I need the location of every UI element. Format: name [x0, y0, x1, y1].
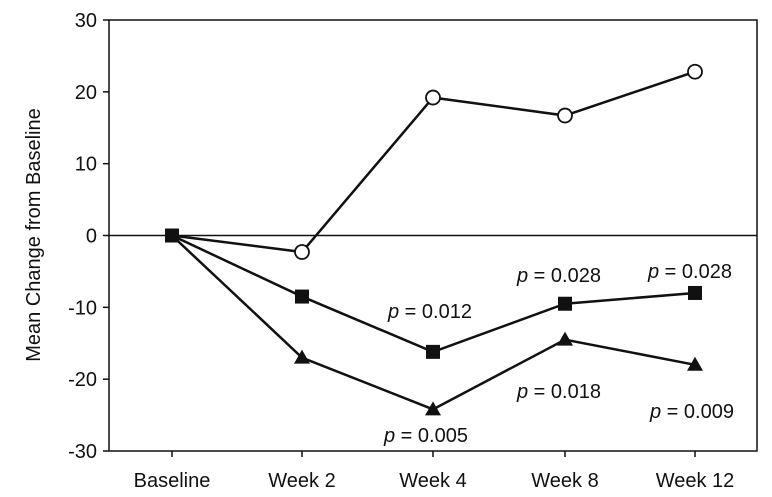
x-tick-label: Week 12 — [656, 470, 735, 492]
markers-square — [165, 228, 702, 359]
markers-triangle — [165, 228, 703, 416]
tick-labels: -30 -20 -10 0 10 20 30 Baseline Week 2 Week 4 Week… — [68, 10, 734, 492]
data-point — [688, 285, 702, 300]
x-tick-label: Week 8 — [531, 470, 598, 492]
y-tick-label: -30 — [68, 441, 97, 463]
axes — [103, 19, 758, 457]
data-point — [295, 289, 309, 304]
y-tick-label: 0 — [86, 226, 97, 248]
p-value-annotation: p = 0.028 — [516, 265, 601, 287]
data-point — [425, 89, 441, 106]
data-point — [558, 296, 572, 311]
p-value-annotation: p = 0.012 — [387, 301, 472, 323]
data-point — [294, 349, 310, 364]
y-tick-label: -10 — [68, 297, 97, 319]
data-point — [426, 344, 440, 359]
p-value-annotation: p = 0.009 — [649, 401, 734, 423]
y-tick-label: 10 — [75, 154, 97, 176]
y-tick-label: 30 — [75, 10, 97, 32]
series-layer — [165, 63, 703, 416]
x-tick-label: Week 4 — [399, 470, 466, 492]
x-tick-label: Week 2 — [268, 470, 335, 492]
data-point — [165, 228, 179, 243]
markers-circle-open — [165, 63, 703, 260]
data-point — [425, 401, 441, 416]
p-value-annotation: p = 0.005 — [383, 425, 468, 447]
data-point — [687, 356, 703, 371]
y-tick-label: -20 — [68, 369, 97, 391]
x-tick-label: Baseline — [134, 470, 211, 492]
annotation-layer: p = 0.012 p = 0.028 p = 0.028 p = 0.005 p = … — [383, 261, 734, 447]
p-value-annotation: p = 0.028 — [647, 261, 732, 283]
series-square — [171, 234, 696, 354]
p-value-annotation: p = 0.018 — [516, 381, 601, 403]
data-point — [294, 244, 310, 260]
data-point — [557, 107, 573, 124]
y-tick-label: 20 — [75, 82, 97, 104]
data-point — [557, 331, 573, 346]
data-point — [687, 63, 703, 80]
series-line — [171, 234, 696, 354]
y-axis-title: Mean Change from Baseline — [23, 108, 45, 361]
